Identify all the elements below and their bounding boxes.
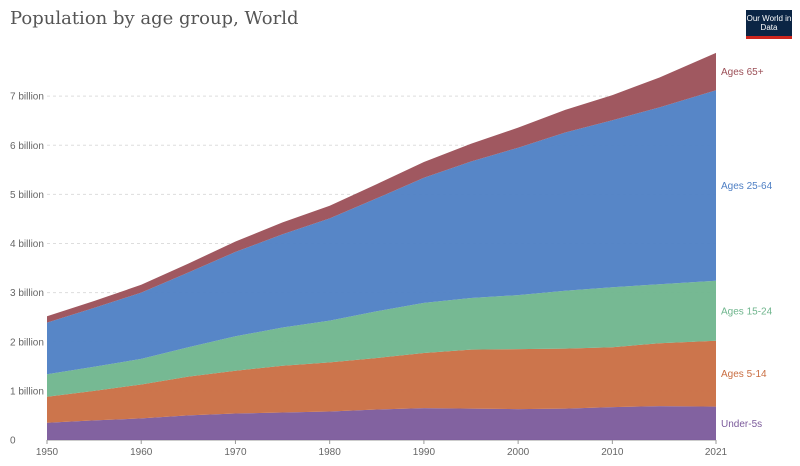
series-label: Ages 5-14 <box>721 369 767 380</box>
x-tick-label: 1970 <box>224 447 247 458</box>
x-tick-label: 1960 <box>130 447 153 458</box>
x-axis: 1950 1960 1970 1980 1990 2000 2010 2021 <box>36 440 728 458</box>
y-tick-label: 0 <box>10 436 16 447</box>
x-tick-label: 2010 <box>601 447 624 458</box>
y-tick-label: 4 billion <box>10 239 44 250</box>
area-ages-5-14[interactable] <box>47 340 716 423</box>
y-tick-label: 2 billion <box>10 337 44 348</box>
y-tick-label: 6 billion <box>10 141 44 152</box>
area-under-5s[interactable] <box>47 406 716 440</box>
area-ages-65-[interactable] <box>47 52 716 323</box>
y-tick-label: 1 billion <box>10 386 44 397</box>
y-axis: 0 1 billion 2 billion 3 billion 4 billion 5 b… <box>10 92 44 447</box>
chart-title: Population by age group, World <box>10 8 299 29</box>
x-tick-label: 1990 <box>413 447 436 458</box>
series-label: Under-5s <box>721 419 762 430</box>
y-tick-label: 7 billion <box>10 92 44 103</box>
y-tick-label: 5 billion <box>10 190 44 201</box>
x-tick-label: 1950 <box>36 447 59 458</box>
series-label: Ages 25-64 <box>721 181 773 192</box>
area-ages-25-64[interactable] <box>47 90 716 375</box>
x-tick-label: 1980 <box>319 447 342 458</box>
series-label: Ages 65+ <box>721 67 764 78</box>
y-tick-label: 3 billion <box>10 288 44 299</box>
series-label: Ages 15-24 <box>721 306 773 317</box>
x-tick-label: 2000 <box>507 447 530 458</box>
logo-text: Our World in Data <box>746 14 792 32</box>
x-tick-label: 2021 <box>705 447 728 458</box>
area-series <box>47 52 716 440</box>
owid-logo[interactable]: Our World in Data <box>746 10 792 39</box>
area-ages-15-24[interactable] <box>47 280 716 397</box>
series-labels: Under-5s Ages 5-14 Ages 15-24 Ages 25-64 Age… <box>721 67 773 430</box>
